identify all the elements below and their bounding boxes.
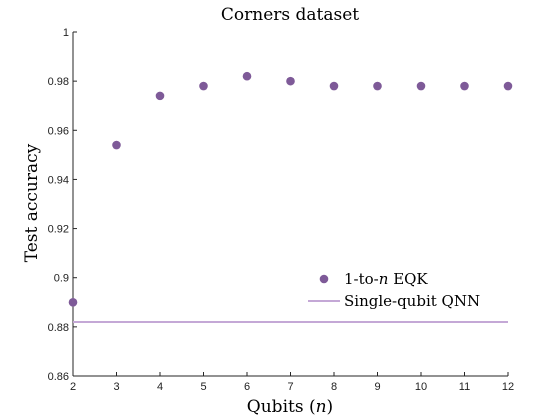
legend-label-0: 1-to-n EQK bbox=[344, 270, 428, 288]
eqk-point-8 bbox=[329, 81, 339, 91]
legend-marker-eqk bbox=[319, 274, 329, 284]
eqk-point-6 bbox=[242, 71, 252, 81]
x-axis-label: Qubits (n) bbox=[247, 397, 333, 417]
y-tick-label-6: 0.98 bbox=[48, 76, 69, 88]
eqk-point-10 bbox=[416, 81, 426, 91]
chart-title: Corners dataset bbox=[221, 5, 359, 25]
legend-label-1: Single-qubit QNN bbox=[344, 292, 480, 310]
y-tick-label-4: 0.94 bbox=[48, 174, 69, 186]
x-axis-ticks: 2 3 4 5 6 7 8 9 10 11 12 bbox=[70, 372, 514, 393]
x-tick-label-3: 3 bbox=[113, 381, 119, 393]
y-tick-label-1: 0.88 bbox=[48, 322, 69, 334]
x-tick-label-5: 5 bbox=[200, 381, 206, 393]
eqk-point-7 bbox=[286, 76, 295, 86]
x-tick-label-11: 11 bbox=[459, 381, 470, 393]
legend: 1-to-n EQK Single-qubit QNN bbox=[308, 270, 480, 310]
x-tick-label-7: 7 bbox=[287, 381, 293, 393]
x-tick-label-4: 4 bbox=[157, 381, 163, 393]
y-tick-label-7: 1 bbox=[63, 27, 69, 39]
eqk-point-5 bbox=[199, 81, 208, 91]
eqk-point-3 bbox=[112, 140, 121, 150]
y-axis-label: Test accuracy bbox=[22, 143, 42, 262]
eqk-point-2 bbox=[68, 297, 78, 307]
eqk-point-9 bbox=[373, 81, 382, 91]
y-tick-label-5: 0.96 bbox=[48, 125, 69, 137]
plot-marks bbox=[68, 71, 513, 323]
y-tick-label-2: 0.9 bbox=[54, 273, 69, 285]
eqk-point-12 bbox=[503, 81, 513, 91]
x-tick-label-10: 10 bbox=[415, 381, 427, 393]
x-tick-label-12: 12 bbox=[502, 381, 514, 393]
eqk-point-11 bbox=[460, 81, 469, 91]
eqk-point-4 bbox=[155, 91, 165, 101]
y-tick-label-3: 0.92 bbox=[48, 224, 69, 236]
x-tick-label-9: 9 bbox=[374, 381, 380, 393]
y-tick-label-0: 0.86 bbox=[48, 371, 69, 383]
y-axis-ticks: 0.86 0.88 0.9 0.92 0.94 0.96 0.98 1 bbox=[48, 27, 77, 383]
x-tick-label-6: 6 bbox=[244, 381, 250, 393]
x-tick-label-8: 8 bbox=[331, 381, 337, 393]
x-tick-label-2: 2 bbox=[70, 381, 76, 393]
